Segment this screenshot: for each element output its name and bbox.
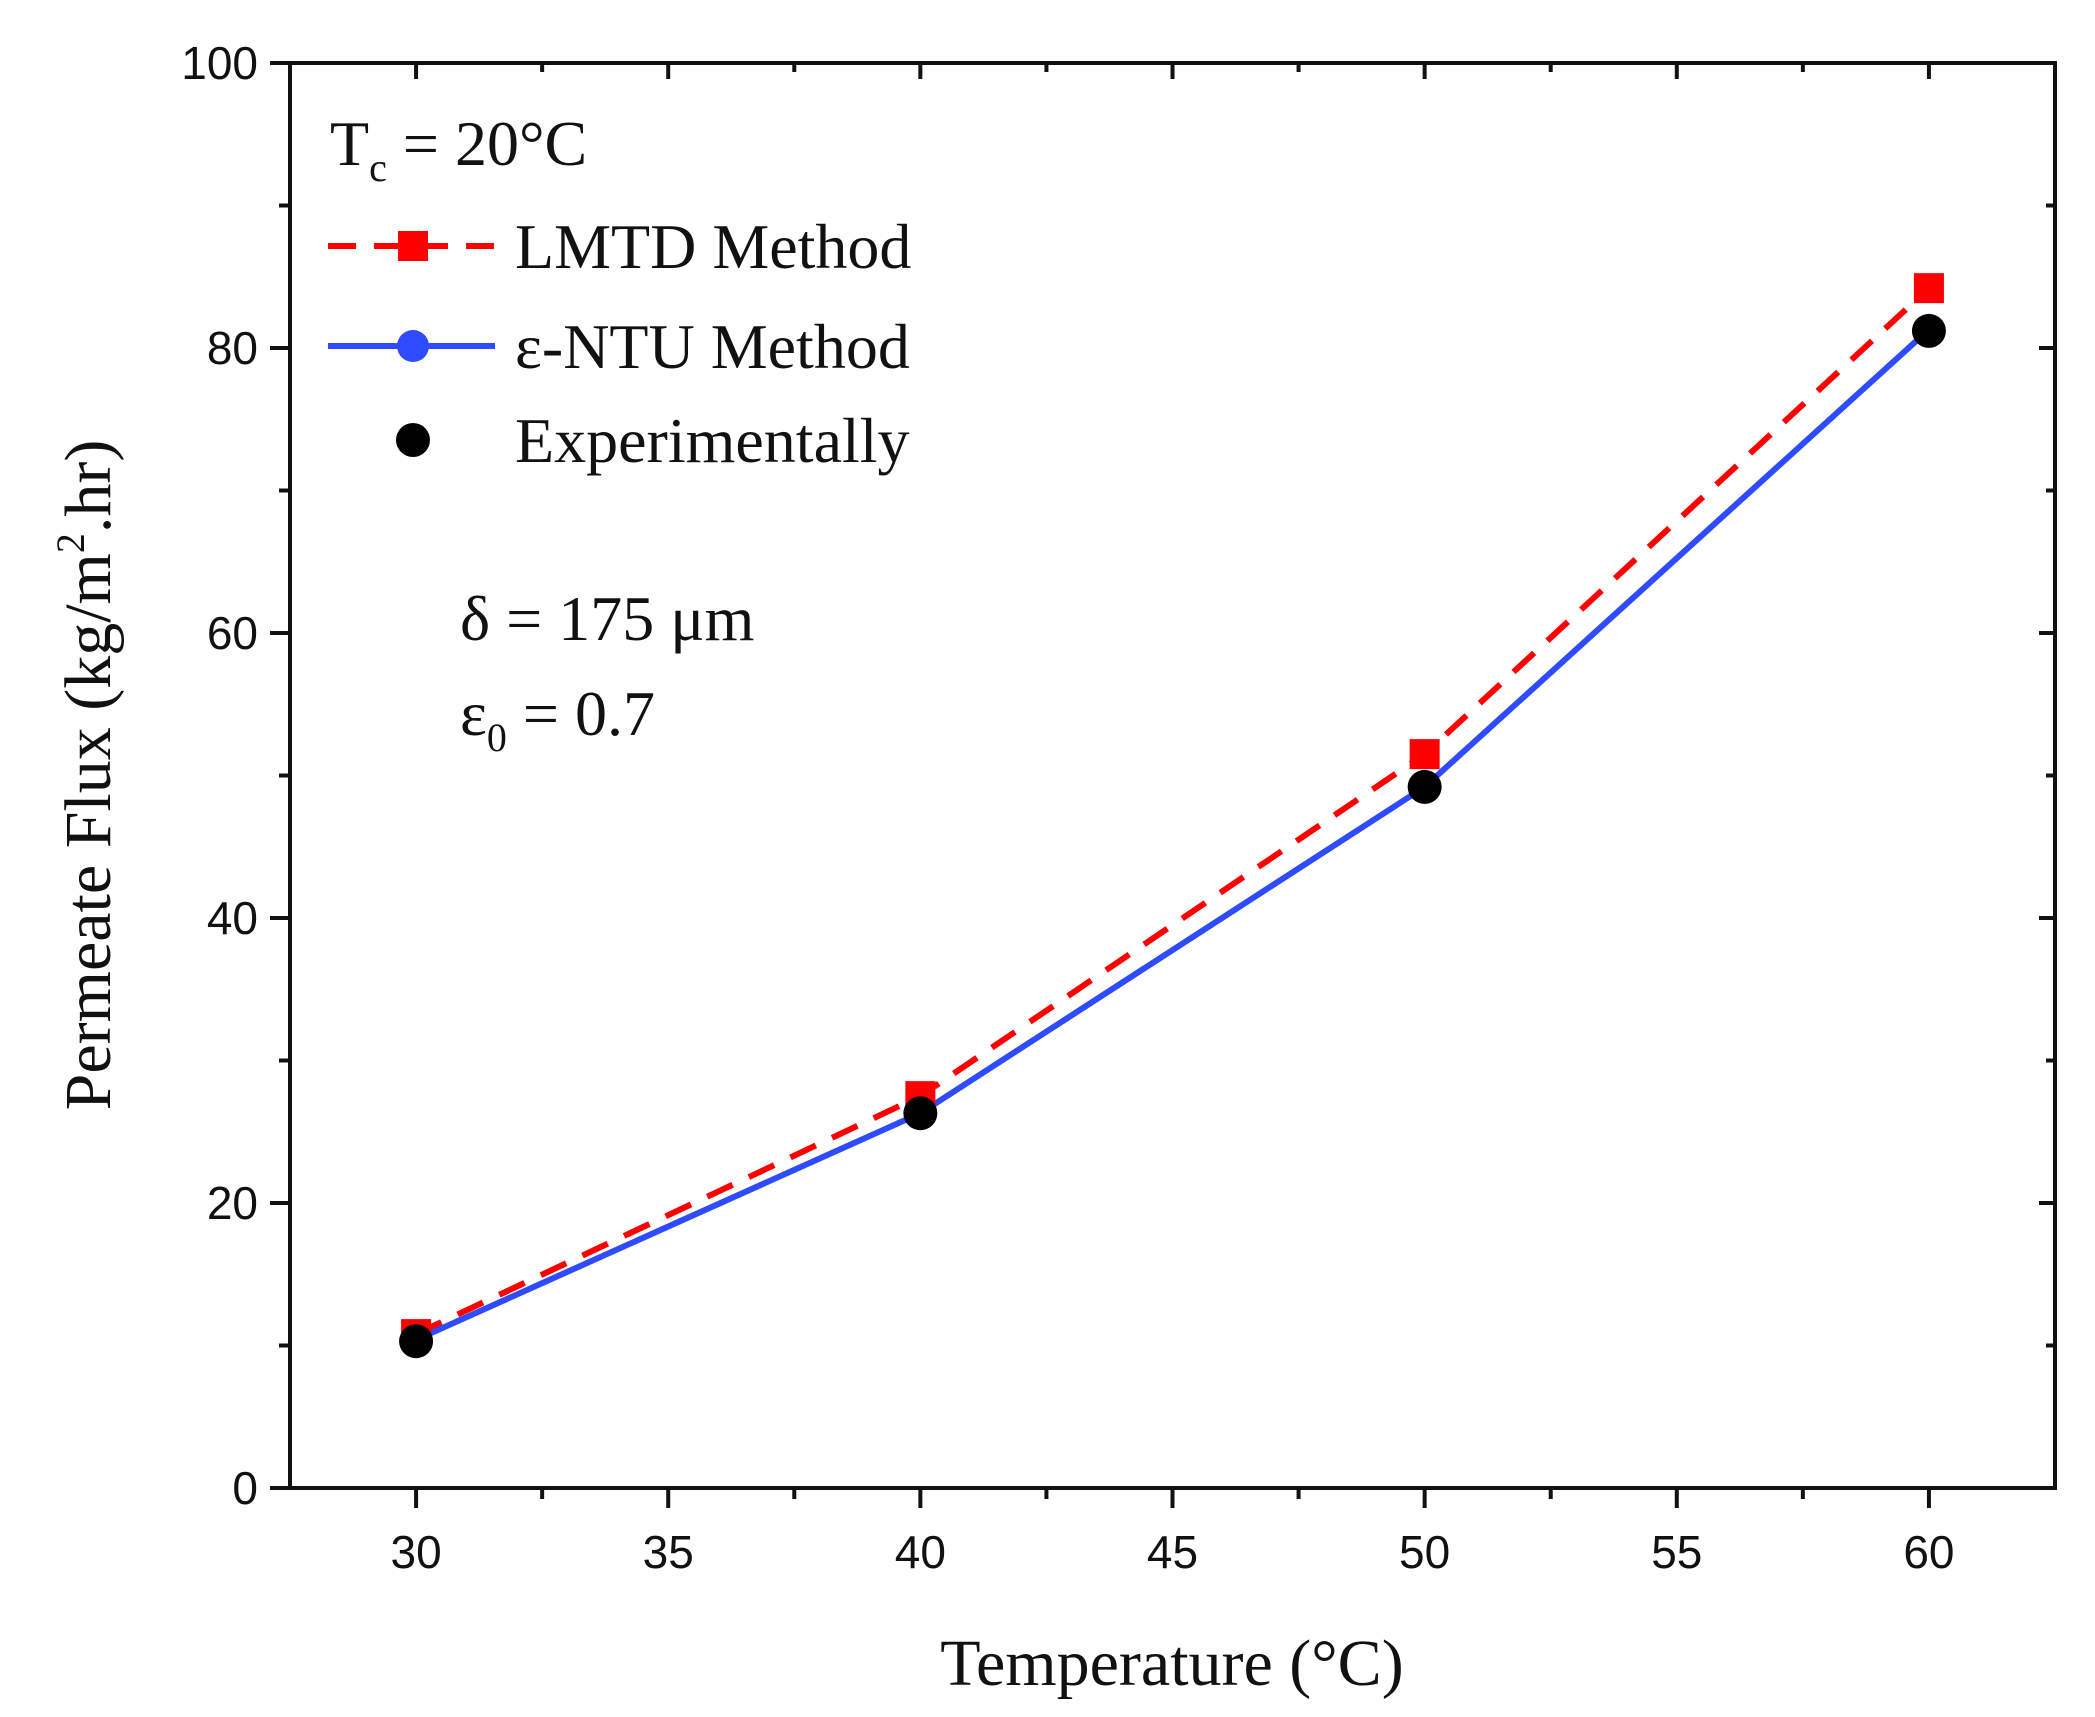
legend-item-experimental: Experimentally xyxy=(396,405,910,476)
series-markers xyxy=(399,273,1946,1359)
legend-item-lmtd: LMTD Method xyxy=(328,211,911,282)
y-axis-title-tail: .hr) xyxy=(52,440,125,533)
x-tick-label: 30 xyxy=(390,1526,441,1578)
legend-item-entu: ε-NTU Method xyxy=(328,311,910,382)
y-tick-label: 20 xyxy=(207,1177,258,1229)
series-line-lmtd-method xyxy=(414,285,1931,1337)
legend-swatch-marker-lmtd xyxy=(398,231,428,261)
data-point-experimentally xyxy=(1911,313,1946,348)
legend-label-experimental: Experimentally xyxy=(515,405,910,476)
x-axis-title: Temperature (°C) xyxy=(940,1627,1403,1700)
x-tick-label: 40 xyxy=(895,1526,946,1578)
series-layer xyxy=(399,273,1946,1359)
legend: Tc = 20°C LMTD Method ε-NTU Method Exper… xyxy=(328,108,911,476)
y-tick-label: 0 xyxy=(232,1462,258,1514)
x-tick-label: 45 xyxy=(1147,1526,1198,1578)
y-tick-label: 40 xyxy=(207,892,258,944)
y-axis-title-superscript: 2 xyxy=(48,533,93,553)
x-tick-label: 55 xyxy=(1651,1526,1702,1578)
data-point-lmtd-method xyxy=(1913,273,1944,304)
x-tick-label: 35 xyxy=(643,1526,694,1578)
data-point-experimentally xyxy=(903,1096,938,1131)
y-axis-title-main: Permeate Flux (kg/m xyxy=(52,553,125,1110)
y-tick-label: 80 xyxy=(207,322,258,374)
legend-label-entu: ε-NTU Method xyxy=(515,311,910,382)
annotation-thickness: δ = 175 μm xyxy=(460,583,754,654)
data-point-experimentally xyxy=(1407,769,1442,804)
x-tick-label: 60 xyxy=(1903,1526,1954,1578)
x-axis-ticks: 30 35 40 45 50 55 60 xyxy=(390,63,1955,1578)
legend-header: Tc = 20°C xyxy=(330,108,587,190)
series-lines xyxy=(414,285,1931,1343)
y-axis-ticks: 0 20 40 60 80 100 xyxy=(181,37,2055,1514)
data-point-lmtd-method xyxy=(1409,739,1440,770)
y-tick-label: 60 xyxy=(207,607,258,659)
x-tick-label: 50 xyxy=(1399,1526,1450,1578)
y-tick-label: 100 xyxy=(181,37,258,89)
annotation-porosity: ε0 = 0.7 xyxy=(460,678,655,760)
data-point-experimentally xyxy=(399,1324,434,1359)
series-line-ntu-method xyxy=(414,327,1931,1343)
legend-label-lmtd: LMTD Method xyxy=(515,211,911,282)
legend-swatch-marker-entu xyxy=(397,330,429,362)
y-axis-title: Permeate Flux (kg/m2.hr) xyxy=(48,440,125,1111)
legend-swatch-marker-experimental xyxy=(396,423,430,457)
